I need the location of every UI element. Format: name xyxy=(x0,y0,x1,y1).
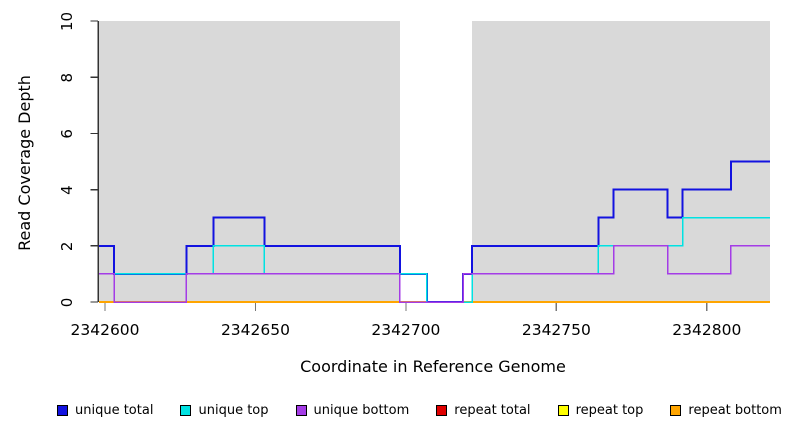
legend-label-repeat-total: repeat total xyxy=(454,402,531,418)
legend-label-repeat-bottom: repeat bottom xyxy=(688,402,782,418)
coverage-chart: 0 2 4 6 8 10 2342600 2342650 2342700 2342750 23428… xyxy=(15,12,770,376)
x-tick-label: 2342600 xyxy=(71,321,140,339)
legend-swatch-unique-total xyxy=(57,404,68,416)
x-tick-label: 2342750 xyxy=(522,321,591,339)
y-axis-title: Read Coverage Depth xyxy=(15,75,34,251)
legend-item-unique-bottom: unique bottom xyxy=(295,402,410,418)
legend-label-unique-bottom: unique bottom xyxy=(313,402,410,418)
y-tick-label: 6 xyxy=(58,129,76,139)
legend-item-unique-total: unique total xyxy=(57,404,153,417)
chart-legend: unique total unique top unique bottom repea… xyxy=(0,399,792,421)
y-tick-label: 2 xyxy=(58,242,76,252)
x-tick-label: 2342800 xyxy=(672,321,741,339)
legend-swatch-unique-bottom xyxy=(295,404,307,416)
x-axis-title: Coordinate in Reference Genome xyxy=(300,357,566,376)
legend-item-unique-top: unique top xyxy=(180,402,269,418)
legend-item-repeat-bottom: repeat bottom xyxy=(670,404,782,417)
legend-swatch-repeat-bottom xyxy=(670,404,682,416)
legend-item-repeat-total: repeat total xyxy=(436,402,531,418)
legend-label-unique-total: unique total xyxy=(75,402,154,418)
y-tick-label: 10 xyxy=(58,12,76,31)
legend-label-unique-top: unique top xyxy=(198,402,269,418)
uncovered-band xyxy=(399,21,473,302)
y-tick-label: 0 xyxy=(58,298,76,308)
x-tick-label: 2342700 xyxy=(371,321,440,339)
y-tick-label: 8 xyxy=(58,73,76,83)
legend-item-repeat-top: repeat top xyxy=(557,402,644,418)
legend-swatch-unique-top xyxy=(180,404,192,416)
x-tick-label: 2342650 xyxy=(221,321,290,339)
legend-swatch-repeat-top xyxy=(557,404,569,416)
legend-label-repeat-top: repeat top xyxy=(575,402,644,418)
series-unique-bottom xyxy=(99,245,770,303)
legend-swatch-repeat-total xyxy=(436,404,448,416)
y-tick-label: 4 xyxy=(58,185,76,195)
